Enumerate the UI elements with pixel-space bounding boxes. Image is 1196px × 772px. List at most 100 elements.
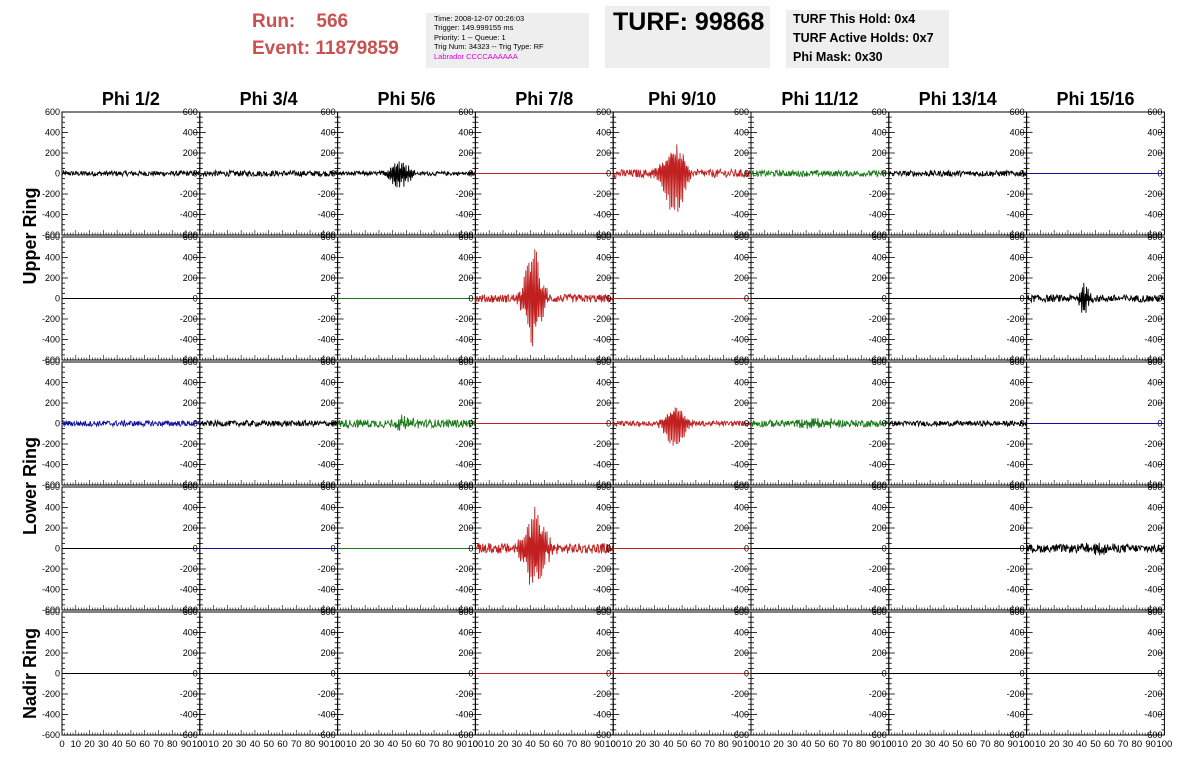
y-tick-label: -600: [42, 480, 60, 490]
x-tick-label: 80: [305, 739, 316, 750]
y-tick-label: -400: [318, 460, 336, 470]
waveform-panel: 600 400 200 0 -200 -400 -600: [869, 357, 1028, 490]
y-tick-label: 400: [1010, 378, 1025, 388]
y-tick-label: -400: [731, 460, 749, 470]
waveform-panel: 600 400 200 0 -200 -400 -600: [180, 232, 339, 365]
x-tick-label: 0: [1024, 739, 1029, 750]
y-tick-label: 200: [872, 398, 887, 408]
y-tick-label: -600: [1007, 605, 1025, 615]
x-tick-label: 70: [704, 739, 715, 750]
x-tick-label: 10: [622, 739, 633, 750]
y-tick-label: 400: [45, 628, 60, 638]
time-text: Time: 2008-12-07 00:26:03: [434, 14, 525, 23]
y-tick-label: 0: [331, 169, 336, 179]
ring-label: Lower Ring: [20, 437, 40, 535]
y-tick-label: -200: [593, 689, 611, 699]
y-tick-label: -400: [1144, 585, 1162, 595]
x-tick-label: 10: [346, 739, 357, 750]
y-tick-label: -400: [42, 210, 60, 220]
y-tick-label: 200: [596, 148, 611, 158]
waveform-panel: 600 400 200 0 -200 -400 -600: [180, 482, 339, 615]
waveform-panel: 600 400 200 0 -200 -400 -600: [593, 357, 752, 490]
y-tick-label: 0: [468, 294, 473, 304]
x-tick-label: 20: [773, 739, 784, 750]
y-tick-label: -400: [869, 710, 887, 720]
y-tick-label: 600: [183, 357, 198, 367]
y-tick-label: 0: [331, 544, 336, 554]
y-tick-label: -400: [180, 335, 198, 345]
y-tick-label: 200: [321, 648, 336, 658]
y-tick-label: 200: [734, 148, 749, 158]
y-tick-label: -600: [593, 230, 611, 240]
y-tick-label: 200: [321, 273, 336, 283]
waveform-panel: 600 400 200 0 -200 -400 -600: [731, 107, 890, 240]
y-tick-label: -400: [180, 460, 198, 470]
waveform-panel: 600 400 200 0 -200 -400 -600: [731, 482, 890, 615]
y-tick-label: 200: [183, 648, 198, 658]
y-tick-label: -400: [180, 585, 198, 595]
y-tick-label: 400: [183, 128, 198, 138]
y-tick-label: -400: [318, 585, 336, 595]
x-tick-label: 10: [1035, 739, 1046, 750]
x-tick-label: 40: [663, 739, 674, 750]
y-tick-label: 400: [321, 128, 336, 138]
column-title: Phi 5/6: [377, 89, 435, 109]
waveform-panel: 600 400 200 0 -200 -400 -600: [455, 232, 614, 365]
y-tick-label: 400: [734, 253, 749, 263]
y-tick-label: -200: [455, 564, 473, 574]
x-tick-label: 60: [691, 739, 702, 750]
y-tick-label: 600: [596, 357, 611, 367]
y-tick-label: 200: [1147, 648, 1162, 658]
y-tick-label: 400: [1010, 128, 1025, 138]
y-tick-label: -400: [1007, 210, 1025, 220]
y-tick-label: 0: [193, 169, 198, 179]
y-tick-label: -400: [1144, 210, 1162, 220]
turf-box: TURF: 99868: [605, 6, 770, 68]
y-tick-label: -200: [1007, 439, 1025, 449]
waveform-trace: [199, 168, 339, 178]
x-tick-label: 10: [897, 739, 908, 750]
x-tick-label: 90: [181, 739, 192, 750]
turf-this-hold: TURF This Hold: 0x4: [793, 12, 916, 26]
y-tick-label: -200: [318, 189, 336, 199]
y-tick-label: 0: [606, 419, 611, 429]
y-tick-label: 200: [1147, 523, 1162, 533]
x-tick-label: 90: [1008, 739, 1019, 750]
y-tick-label: 200: [1010, 648, 1025, 658]
column-title: Phi 7/8: [515, 89, 573, 109]
y-tick-label: -600: [593, 355, 611, 365]
y-tick-label: 0: [468, 419, 473, 429]
y-tick-label: 200: [596, 648, 611, 658]
y-tick-label: -600: [180, 605, 198, 615]
y-tick-label: 200: [45, 523, 60, 533]
y-tick-label: 0: [55, 294, 60, 304]
y-tick-label: 200: [596, 523, 611, 533]
turf-holds-box: TURF This Hold: 0x4 TURF Active Holds: 0…: [786, 10, 949, 68]
y-tick-label: -600: [180, 355, 198, 365]
waveform-trace: [751, 417, 890, 429]
x-tick-label: 20: [911, 739, 922, 750]
y-tick-label: 200: [872, 648, 887, 658]
priority-text: Priority: 1 -- Queue: 1: [434, 32, 506, 42]
y-tick-label: -200: [42, 189, 60, 199]
trig-num-text: Trig Num: 34323 -- Trig Type: RF: [434, 42, 544, 52]
y-tick-label: 600: [872, 107, 887, 117]
y-tick-label: 200: [321, 523, 336, 533]
column-title: Phi 3/4: [240, 89, 298, 109]
y-tick-label: 200: [183, 273, 198, 283]
y-tick-label: 400: [596, 128, 611, 138]
waveform-panel: 600 400 200 0 -200 -400 -600: [593, 482, 752, 615]
x-tick-label: 50: [126, 739, 137, 750]
x-tick-label: 50: [263, 739, 274, 750]
y-tick-label: 0: [55, 669, 60, 679]
y-tick-label: 400: [1147, 253, 1162, 263]
y-tick-label: 400: [183, 378, 198, 388]
x-tick-label: 80: [167, 739, 178, 750]
y-tick-label: 400: [1147, 628, 1162, 638]
y-tick-label: 600: [1010, 107, 1025, 117]
turf-text: TURF: 99868: [613, 8, 765, 36]
y-tick-label: -200: [731, 689, 749, 699]
y-tick-label: -600: [42, 230, 60, 240]
waveform-trace: [474, 249, 614, 347]
